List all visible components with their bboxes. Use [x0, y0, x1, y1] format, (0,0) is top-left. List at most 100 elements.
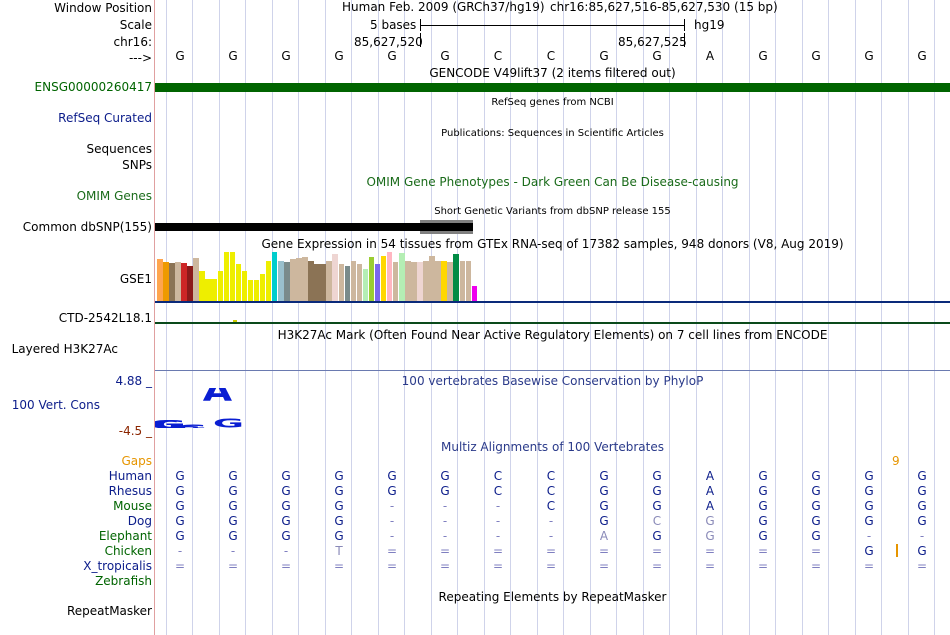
gencode-gene-bar[interactable]: [155, 83, 950, 92]
gtex-tissue-bar[interactable]: [338, 264, 344, 301]
gtex-tissue-bar[interactable]: [447, 262, 453, 301]
gtex-tissue-bar[interactable]: [465, 261, 472, 301]
gtex-tissue-bar[interactable]: [211, 279, 217, 301]
gtex-tissue-bar[interactable]: [405, 261, 411, 301]
alignment-base: A: [705, 499, 715, 513]
coord-tick-1: [420, 33, 421, 47]
alignment-base: G: [281, 514, 291, 528]
gtex-tissue-bar[interactable]: [181, 263, 187, 301]
omim-track-label[interactable]: OMIM Genes: [76, 189, 152, 203]
alignment-base: -: [442, 529, 448, 543]
gtex-tissue-bar[interactable]: [386, 252, 393, 301]
gtex-tissue-bar[interactable]: [169, 263, 175, 301]
species-label[interactable]: X_tropicalis: [83, 559, 152, 573]
gtex-tissue-bar[interactable]: [163, 262, 169, 301]
gtex-tissue-bar[interactable]: [278, 261, 284, 301]
gtex-tissue-bar[interactable]: [241, 271, 248, 301]
alignment-base: G: [334, 529, 344, 543]
gtex-tissue-bar[interactable]: [296, 258, 302, 301]
gtex-tissue-bar[interactable]: [350, 261, 357, 301]
gtex-tissue-bar[interactable]: [332, 254, 338, 301]
publications-snps-label[interactable]: SNPs: [122, 158, 152, 172]
gtex-tissue-bar[interactable]: [344, 266, 351, 301]
gtex-tissue-bar[interactable]: [356, 264, 363, 301]
gtex-tissue-bar[interactable]: [423, 261, 429, 301]
gencode-item-label[interactable]: ENSG00000260417: [34, 80, 152, 94]
gtex-tissue-bar[interactable]: [453, 254, 459, 301]
gtex-gene-line[interactable]: [155, 301, 950, 303]
gtex-tissue-bar[interactable]: [217, 271, 223, 301]
gtex-tissue-bar[interactable]: [435, 261, 441, 301]
h3k27ac-track-label[interactable]: Layered H3K27Ac: [11, 342, 118, 356]
gtex-tissue-bar[interactable]: [314, 264, 320, 301]
gtex-tissue-bar[interactable]: [392, 262, 399, 301]
gtex-tissue-bar[interactable]: [205, 279, 211, 301]
gtex-bar-chart[interactable]: [155, 252, 555, 301]
gtex-tissue-bar[interactable]: [229, 252, 236, 301]
alignment-base: G: [281, 484, 291, 498]
species-label[interactable]: Zebrafish: [95, 574, 152, 588]
ctd-item-label[interactable]: CTD-2542L18.1: [58, 311, 152, 325]
species-label[interactable]: Mouse: [113, 499, 152, 513]
gtex-tissue-bar[interactable]: [271, 252, 278, 301]
phylop-logo[interactable]: GGGGGGCCAGG: [155, 388, 950, 428]
gtex-tissue-bar[interactable]: [235, 264, 242, 301]
publications-sequences-label[interactable]: Sequences: [86, 142, 152, 156]
gtex-tissue-bar[interactable]: [265, 261, 272, 301]
gtex-tissue-bar[interactable]: [175, 262, 181, 301]
gtex-tissue-bar[interactable]: [368, 257, 375, 301]
alignment-base: G: [175, 529, 185, 543]
gtex-tissue-bar[interactable]: [411, 262, 417, 301]
base-boundary-line: [749, 0, 750, 635]
window-position-label: Window Position: [54, 1, 152, 15]
gtex-tissue-bar[interactable]: [362, 269, 369, 301]
gtex-tissue-bar[interactable]: [247, 280, 254, 301]
repeatmasker-track-label[interactable]: RepeatMasker: [66, 604, 152, 618]
alignment-base: G: [758, 484, 768, 498]
refseq-track-label[interactable]: RefSeq Curated: [58, 111, 152, 125]
gtex-item-label[interactable]: GSE1: [119, 272, 152, 286]
ctd-gene-line[interactable]: [155, 322, 950, 324]
gtex-tissue-bar[interactable]: [429, 256, 435, 301]
gtex-tissue-bar[interactable]: [320, 264, 326, 301]
gtex-tissue-bar[interactable]: [326, 261, 332, 301]
gtex-tissue-bar[interactable]: [441, 261, 447, 301]
species-label[interactable]: Elephant: [98, 529, 152, 543]
alignment-base: =: [545, 559, 557, 573]
gtex-tissue-bar[interactable]: [471, 286, 478, 301]
multiz-gaps-value: 9: [892, 454, 900, 468]
omim-track-title: OMIM Gene Phenotypes - Dark Green Can Be…: [366, 175, 739, 189]
species-label[interactable]: Rhesus: [108, 484, 152, 498]
gtex-tissue-bar[interactable]: [199, 271, 205, 301]
gtex-tissue-bar[interactable]: [290, 259, 296, 301]
genome-browser-image[interactable]: Human Feb. 2009 (GRCh37/hg19) chr16:85,6…: [155, 0, 950, 635]
gtex-tissue-bar[interactable]: [380, 256, 387, 301]
alignment-base: -: [548, 529, 554, 543]
base-boundary-line: [484, 0, 485, 635]
species-label[interactable]: Chicken: [104, 544, 152, 558]
gtex-tissue-bar[interactable]: [459, 261, 465, 301]
gtex-tissue-bar[interactable]: [223, 252, 230, 301]
gtex-tissue-bar[interactable]: [187, 266, 193, 301]
species-label[interactable]: Human: [108, 469, 152, 483]
dbsnp-variant-bar[interactable]: [155, 223, 473, 231]
gtex-tissue-bar[interactable]: [302, 257, 308, 301]
gtex-tissue-bar[interactable]: [253, 280, 260, 301]
h3k27ac-track-title: H3K27Ac Mark (Often Found Near Active Re…: [277, 328, 828, 342]
gtex-tissue-bar[interactable]: [284, 262, 290, 301]
gtex-tissue-bar[interactable]: [308, 261, 314, 301]
base-boundary-line: [272, 0, 273, 635]
gtex-tissue-bar[interactable]: [259, 274, 266, 301]
gtex-tissue-bar[interactable]: [399, 253, 405, 301]
gtex-tissue-bar[interactable]: [157, 259, 163, 301]
multiz-gaps-label: Gaps: [121, 454, 152, 468]
dbsnp-track-label[interactable]: Common dbSNP(155): [22, 220, 152, 234]
gtex-tissue-bar[interactable]: [193, 258, 199, 301]
phylop-track-label[interactable]: 100 Vert. Cons: [11, 398, 100, 412]
alignment-base: G: [599, 484, 609, 498]
dbsnp-variant-core[interactable]: [420, 223, 473, 231]
scale-bar-tick-right: [684, 19, 685, 31]
gtex-tissue-bar[interactable]: [417, 262, 423, 301]
gtex-tissue-bar[interactable]: [374, 264, 381, 301]
species-label[interactable]: Dog: [127, 514, 152, 528]
